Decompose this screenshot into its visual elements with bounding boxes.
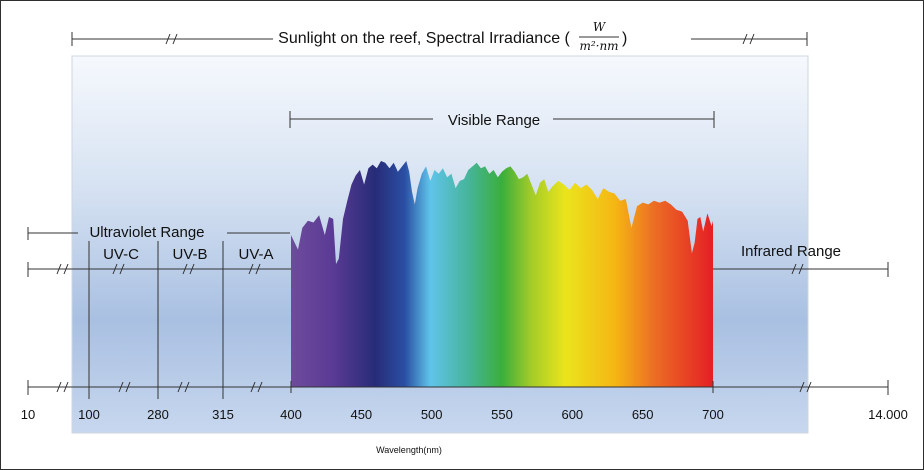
visible-range-label: Visible Range (448, 112, 540, 129)
title-break-mark-right (742, 33, 755, 45)
wavelength-axis-break-mark (56, 381, 69, 393)
chart-title: Sunlight on the reef, Spectral Irradianc… (278, 30, 570, 47)
wavelength-axis-break-mark (177, 381, 190, 393)
x-tick-label-10: 10 (21, 407, 35, 422)
x-tick-label-650: 650 (632, 407, 654, 422)
x-tick-label-100: 100 (78, 407, 100, 422)
title-unit-numerator: W (593, 20, 607, 34)
title-break-mark-left (165, 33, 178, 45)
x-tick-label-280: 280 (147, 407, 169, 422)
upper-axis-break-mark (112, 263, 125, 275)
uv-band-label-uv-a: UV-A (238, 246, 273, 263)
upper-axis-break-mark (791, 263, 804, 275)
x-tick-label-far-right: 14.000 (868, 407, 908, 422)
infrared-range-label: Infrared Range (741, 243, 841, 260)
x-tick-label-315: 315 (212, 407, 234, 422)
chart-labels: Sunlight on the reef, Spectral Irradianc… (21, 20, 908, 455)
title-close-paren: ) (622, 30, 627, 47)
x-axis-title: Wavelength(nm) (376, 445, 442, 455)
uv-band-label-uv-b: UV-B (172, 246, 207, 263)
upper-axis-break-mark (248, 263, 261, 275)
x-tick-label-450: 450 (350, 407, 372, 422)
title-unit-denominator: m²·nm (579, 39, 618, 53)
x-tick-label-400: 400 (280, 407, 302, 422)
ultraviolet-range-label: Ultraviolet Range (89, 224, 204, 241)
x-tick-label-500: 500 (421, 407, 443, 422)
chart-structure (27, 32, 889, 399)
uv-band-label-uv-c: UV-C (103, 246, 139, 263)
upper-axis-break-mark (182, 263, 195, 275)
wavelength-axis-break-mark (118, 381, 131, 393)
wavelength-axis-break-mark (250, 381, 263, 393)
x-tick-label-550: 550 (491, 407, 513, 422)
wavelength-axis-break-mark (799, 381, 812, 393)
x-tick-label-700: 700 (702, 407, 724, 422)
spectrum-area (291, 161, 713, 387)
x-tick-label-600: 600 (561, 407, 583, 422)
upper-axis-break-mark (56, 263, 69, 275)
